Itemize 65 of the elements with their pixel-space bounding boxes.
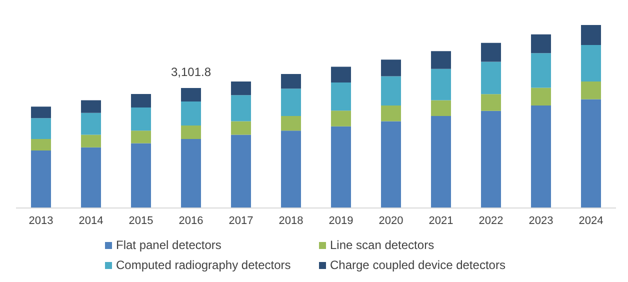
- bar: [431, 100, 451, 116]
- bar: [231, 134, 251, 208]
- bar: [481, 62, 501, 94]
- bar: [381, 76, 401, 106]
- bar: [131, 108, 151, 131]
- x-tick-label: 2016: [178, 214, 204, 227]
- bar: [431, 51, 451, 69]
- bar: [231, 82, 251, 96]
- bar: [281, 116, 301, 131]
- bar: [531, 106, 551, 208]
- bar: [131, 143, 151, 208]
- bar: [381, 60, 401, 76]
- x-tick-label: 2021: [428, 214, 454, 227]
- bar: [81, 147, 101, 208]
- bar: [331, 82, 351, 111]
- bar: [181, 125, 201, 140]
- bar: [231, 121, 251, 135]
- x-tick-label: 2013: [28, 214, 54, 227]
- x-tick-label: 2017: [228, 214, 254, 227]
- bar: [431, 116, 451, 208]
- bar: [431, 68, 451, 100]
- bar: [131, 94, 151, 108]
- bar: [181, 139, 201, 208]
- bar: [581, 99, 601, 208]
- x-tick-label: 2019: [328, 214, 354, 227]
- bar: [331, 66, 351, 82]
- bar: [281, 88, 301, 116]
- legend-label: Line scan detectors: [329, 238, 436, 252]
- bar: [531, 34, 551, 54]
- bar: [581, 25, 601, 45]
- bar: [31, 139, 51, 151]
- bar: [381, 106, 401, 122]
- bar: [581, 44, 601, 82]
- legend-label: Charge coupled device detectors: [329, 258, 506, 272]
- x-tick-label: 2018: [278, 214, 304, 227]
- bar: [181, 88, 201, 102]
- bar: [581, 82, 601, 100]
- bar: [281, 130, 301, 208]
- legend-label: Computed radiography detectors: [115, 258, 292, 272]
- bar: [231, 95, 251, 122]
- x-tick-label: 2022: [478, 214, 504, 227]
- bar: [481, 110, 501, 208]
- bar: [31, 106, 51, 118]
- bar: [481, 42, 501, 62]
- legend-label: Flat panel detectors: [115, 238, 222, 252]
- x-tick-label: 2023: [528, 214, 554, 227]
- annotation: 3,101.8: [170, 64, 212, 79]
- x-tick-label: 2024: [578, 214, 604, 227]
- bar: [531, 88, 551, 106]
- bar: [31, 150, 51, 208]
- bar: [131, 130, 151, 144]
- x-tick-label: 2020: [378, 214, 404, 227]
- bar: [281, 74, 301, 89]
- bar: [81, 100, 101, 113]
- x-tick-label: 2015: [128, 214, 154, 227]
- bar: [81, 112, 101, 135]
- bar: [181, 101, 201, 126]
- bar: [381, 121, 401, 208]
- bar: [531, 53, 551, 88]
- bar: [331, 110, 351, 126]
- bar: [331, 126, 351, 208]
- x-tick-label: 2014: [78, 214, 104, 227]
- bar: [31, 118, 51, 140]
- bar: [81, 134, 101, 148]
- bar: [481, 94, 501, 111]
